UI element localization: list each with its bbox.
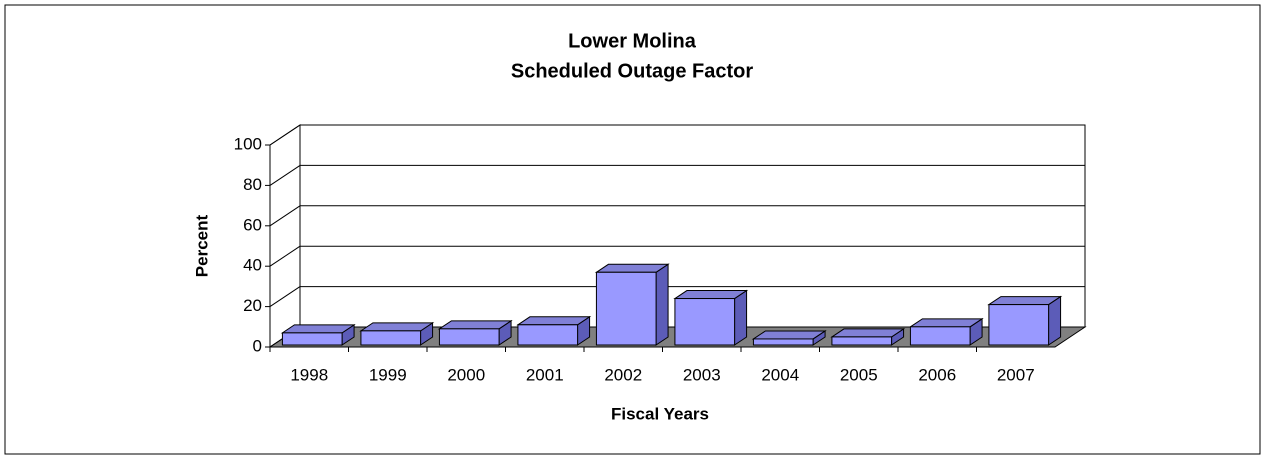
y-tick-label: 80 [243, 175, 262, 194]
y-tick-label: 100 [234, 134, 262, 153]
bar-top [359, 322, 435, 332]
grid-line [269, 205, 301, 227]
grid-line [269, 124, 301, 146]
grid-line [269, 164, 301, 186]
y-tick-label: 40 [243, 256, 262, 275]
x-tick-label: 2003 [683, 365, 721, 384]
bar-top [437, 320, 513, 330]
bar-top [280, 324, 356, 334]
chart-title: Lower Molina [568, 30, 697, 52]
bar [909, 326, 971, 346]
bar [595, 271, 657, 346]
x-tick-label: 1999 [369, 365, 407, 384]
bar-top [516, 316, 592, 326]
x-tick-label: 2007 [997, 365, 1035, 384]
bar [360, 330, 422, 346]
bar [438, 328, 500, 346]
bar-top [673, 290, 749, 300]
grid-line [269, 245, 301, 267]
bar-top [594, 263, 670, 273]
x-tick-label: 2002 [604, 365, 642, 384]
bar-top [830, 328, 906, 338]
bar-top [908, 318, 984, 328]
bar-side [655, 263, 669, 346]
bar-top [987, 296, 1063, 306]
x-axis-label: Fiscal Years [611, 404, 709, 423]
chart-subtitle: Scheduled Outage Factor [511, 60, 753, 82]
bar [674, 298, 736, 346]
side-wall [269, 124, 301, 348]
y-tick-label: 20 [243, 296, 262, 315]
bar [988, 304, 1050, 346]
x-tick-label: 2004 [761, 365, 799, 384]
x-tick-label: 2005 [840, 365, 878, 384]
bar [281, 332, 343, 346]
x-tick-label: 2006 [918, 365, 956, 384]
x-tick-label: 2000 [447, 365, 485, 384]
bar [831, 336, 893, 346]
bar-top [751, 330, 827, 340]
bar-side [734, 289, 748, 346]
bar [517, 324, 579, 346]
x-tick-label: 2001 [526, 365, 564, 384]
grid-line [269, 286, 301, 308]
y-axis-label: Percent [192, 214, 211, 277]
bar [752, 338, 814, 346]
x-tick-label: 1998 [290, 365, 328, 384]
y-tick-label: 0 [253, 336, 262, 355]
y-tick-label: 60 [243, 215, 262, 234]
